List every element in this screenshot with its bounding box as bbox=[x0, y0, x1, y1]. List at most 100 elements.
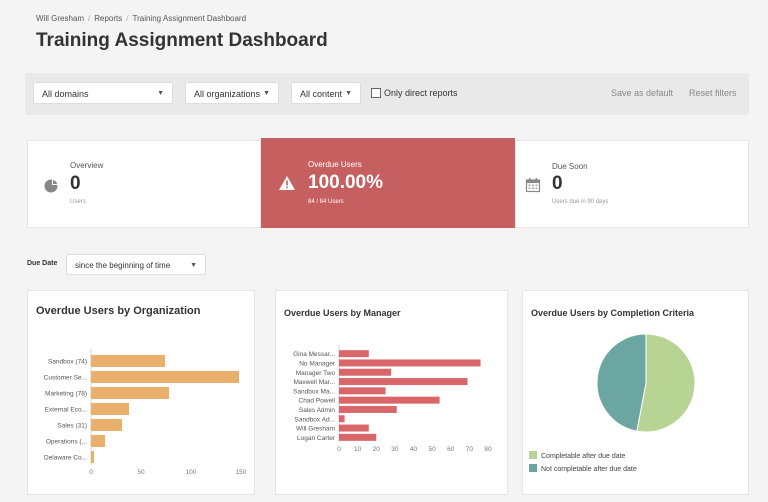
warning-icon bbox=[279, 176, 295, 190]
category-label: Customer Se... bbox=[44, 375, 88, 382]
bar bbox=[91, 371, 239, 383]
manager-chart-card: Overdue Users by Manager Gina Messar... N… bbox=[275, 290, 508, 495]
category-label: Marketing (78) bbox=[45, 391, 87, 398]
due-soon-sub: Users due in 90 days bbox=[552, 199, 609, 205]
category-label: Sales (31) bbox=[57, 423, 87, 430]
org-chart: Sandbox (74) Customer Se... Marketing (78)… bbox=[44, 349, 247, 476]
category-label: Gina Messar... bbox=[293, 351, 335, 358]
category-label: Sandbox (74) bbox=[48, 359, 87, 366]
overdue-label: Overdue Users bbox=[308, 160, 362, 169]
bar bbox=[339, 415, 345, 423]
bar bbox=[339, 350, 369, 358]
x-tick-label: 80 bbox=[484, 446, 492, 453]
x-tick-label: 50 bbox=[429, 446, 437, 453]
overview-sub: Users bbox=[70, 199, 86, 205]
pie-slice bbox=[636, 333, 696, 433]
bar bbox=[91, 355, 165, 367]
category-label: Manager Two bbox=[296, 370, 336, 377]
bar bbox=[339, 396, 440, 404]
breadcrumb-user[interactable]: Will Gresham bbox=[36, 14, 85, 23]
organization-select-value: All organizations bbox=[194, 89, 261, 99]
category-label: Logan Carter bbox=[297, 435, 336, 442]
breadcrumb-reports[interactable]: Reports bbox=[94, 14, 123, 23]
x-tick-label: 50 bbox=[137, 469, 145, 476]
chevron-down-icon: ▼ bbox=[157, 90, 164, 97]
bar bbox=[339, 359, 481, 367]
category-label: External Eco... bbox=[45, 407, 87, 414]
bar bbox=[339, 387, 386, 395]
due-date-label: Due Date bbox=[27, 260, 58, 267]
legend-swatch bbox=[529, 464, 537, 472]
category-label: Will Gresham bbox=[296, 426, 335, 433]
org-chart-title: Overdue Users by Organization bbox=[36, 305, 201, 317]
save-default-button[interactable]: Save as default bbox=[611, 88, 674, 98]
category-label: Delaware Co... bbox=[44, 455, 87, 462]
category-label: No Manager bbox=[299, 360, 336, 367]
organization-select[interactable]: All organizations ▼ bbox=[185, 82, 279, 104]
bar bbox=[339, 405, 397, 413]
category-label: Sandbox Ad... bbox=[295, 416, 336, 423]
overdue-value: 100.00% bbox=[308, 172, 384, 193]
x-tick-label: 150 bbox=[236, 469, 247, 476]
direct-reports-label: Only direct reports bbox=[384, 88, 458, 98]
overview-card: Overview 0 Users bbox=[27, 140, 261, 228]
bar bbox=[339, 424, 369, 432]
bar bbox=[339, 378, 468, 386]
chevron-down-icon: ▼ bbox=[263, 90, 270, 97]
bar bbox=[339, 433, 377, 441]
category-label: Sandbox Ma... bbox=[293, 388, 335, 395]
x-tick-label: 40 bbox=[410, 446, 418, 453]
bar bbox=[91, 419, 122, 431]
manager-chart-title: Overdue Users by Manager bbox=[284, 308, 401, 318]
overview-value: 0 bbox=[70, 173, 81, 194]
direct-reports-checkbox[interactable] bbox=[371, 88, 381, 98]
pie-chart-icon bbox=[44, 179, 58, 193]
breadcrumb-current: Training Assignment Dashboard bbox=[132, 14, 247, 23]
domain-select-value: All domains bbox=[42, 89, 89, 99]
manager-chart: Gina Messar... No Manager Manager Two Maxwe… bbox=[293, 345, 492, 453]
content-select-value: All content bbox=[300, 89, 343, 99]
x-tick-label: 0 bbox=[337, 446, 341, 453]
x-tick-label: 10 bbox=[354, 446, 362, 453]
page-title: Training Assignment Dashboard bbox=[36, 30, 328, 51]
pie-slice bbox=[596, 333, 647, 432]
due-soon-value: 0 bbox=[552, 173, 563, 194]
calendar-icon bbox=[525, 178, 541, 193]
legend-label: Completable after due date bbox=[541, 453, 626, 460]
bar bbox=[339, 368, 392, 376]
x-tick-label: 0 bbox=[89, 469, 93, 476]
direct-reports-toggle[interactable]: Only direct reports bbox=[371, 88, 458, 98]
overview-label: Overview bbox=[70, 161, 104, 170]
category-label: Chad Powell bbox=[299, 398, 336, 405]
completion-pie-chart: Completable after due date Not completabl… bbox=[529, 333, 696, 473]
x-tick-label: 70 bbox=[466, 446, 474, 453]
chevron-down-icon: ▼ bbox=[190, 262, 197, 269]
due-soon-label: Due Soon bbox=[552, 162, 588, 171]
bar bbox=[91, 387, 169, 399]
category-label: Sales Admin bbox=[299, 407, 336, 414]
x-tick-label: 20 bbox=[373, 446, 381, 453]
breadcrumb-separator: / bbox=[88, 14, 91, 23]
domain-select[interactable]: All domains ▼ bbox=[33, 82, 173, 104]
overdue-sub: 84 / 84 Users bbox=[308, 199, 344, 205]
x-tick-label: 100 bbox=[186, 469, 197, 476]
x-tick-label: 30 bbox=[391, 446, 399, 453]
content-select[interactable]: All content ▼ bbox=[291, 82, 361, 104]
overdue-users-card[interactable]: Overdue Users 100.00% 84 / 84 Users bbox=[261, 138, 515, 228]
breadcrumb-separator: / bbox=[126, 14, 129, 23]
bar bbox=[91, 403, 129, 415]
chevron-down-icon: ▼ bbox=[345, 90, 352, 97]
bar bbox=[91, 435, 105, 447]
due-date-value: since the beginning of time bbox=[75, 261, 171, 270]
completion-chart-title: Overdue Users by Completion Criteria bbox=[531, 308, 695, 318]
x-tick-label: 60 bbox=[447, 446, 455, 453]
legend-label: Not completable after due date bbox=[541, 466, 637, 473]
due-soon-card: Due Soon 0 Users due in 90 days bbox=[515, 140, 749, 228]
due-date-select[interactable]: since the beginning of time ▼ bbox=[66, 254, 206, 275]
filter-bar: All domains ▼ All organizations ▼ All co… bbox=[25, 73, 749, 115]
org-chart-card: Overdue Users by Organization Sandbox (7… bbox=[27, 290, 255, 495]
reset-filters-button[interactable]: Reset filters bbox=[689, 88, 737, 98]
category-label: Maxwell Mar... bbox=[293, 379, 335, 386]
breadcrumb: Will Gresham / Reports / Training Assign… bbox=[36, 14, 246, 23]
bar bbox=[91, 451, 94, 463]
